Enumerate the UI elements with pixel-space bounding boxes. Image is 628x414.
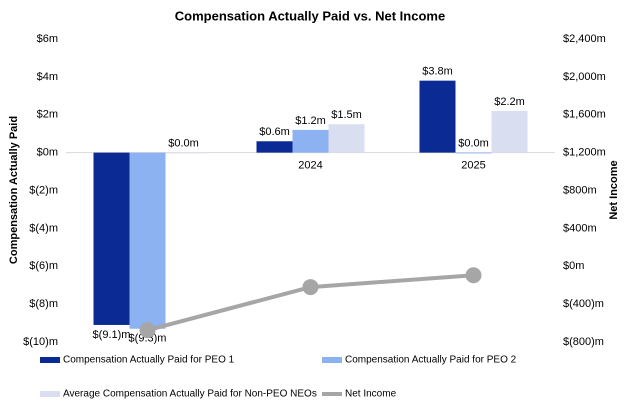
bar	[93, 152, 130, 325]
y-tick-label: $(10)m	[23, 336, 58, 348]
data-label: $0.0m	[458, 138, 489, 150]
legend-swatch	[40, 357, 60, 363]
y-tick-label: $0m	[37, 147, 58, 159]
y2-tick-label: $2,400m	[563, 33, 606, 45]
bar	[292, 129, 329, 153]
data-label: $(9.1)m	[93, 329, 131, 341]
y-tick-label: $4m	[37, 71, 58, 83]
data-label: $0.0m	[168, 138, 199, 150]
y-tick-label: $(2)m	[29, 184, 58, 196]
data-label: $(9.3)m	[129, 333, 167, 345]
y2-tick-label: $0m	[563, 260, 584, 272]
y-tick-label: $(6)m	[29, 260, 58, 272]
y2-tick-label: $1,600m	[563, 109, 606, 121]
y2-tick-label: $400m	[563, 222, 597, 234]
x-tick-label: 2025	[461, 160, 485, 172]
bar	[491, 110, 528, 153]
data-label: $2.2m	[494, 96, 525, 108]
y-tick-label: $(4)m	[29, 222, 58, 234]
bar	[129, 152, 166, 329]
y-axis-title: Compensation Actually Paid	[8, 116, 20, 264]
bar	[455, 152, 492, 154]
legend-label: Average Compensation Actually Paid for N…	[63, 389, 317, 400]
bar	[165, 152, 202, 154]
legend-swatch	[40, 391, 60, 397]
line-marker	[139, 322, 156, 339]
legend-label: Compensation Actually Paid for PEO 1	[63, 355, 235, 366]
y2-tick-label: $2,000m	[563, 71, 606, 83]
bar	[256, 141, 293, 153]
y2-tick-label: $1,200m	[563, 147, 606, 159]
data-label: $1.5m	[331, 109, 362, 121]
data-label: $0.6m	[259, 126, 290, 138]
chart-title: Compensation Actually Paid vs. Net Incom…	[175, 8, 445, 23]
bar	[328, 124, 365, 153]
line-marker	[302, 279, 319, 296]
y-tick-label: $(8)m	[29, 298, 58, 310]
data-label: $3.8m	[422, 66, 453, 78]
y-tick-label: $6m	[37, 33, 58, 45]
data-label: $1.2m	[295, 115, 326, 127]
y2-tick-label: $(800)m	[563, 336, 604, 348]
y2-tick-label: $800m	[563, 184, 597, 196]
y2-axis-title: Net Income	[608, 160, 620, 219]
y-tick-label: $2m	[37, 109, 58, 121]
bar	[419, 80, 456, 153]
legend-swatch	[322, 357, 342, 363]
x-tick-label: 2024	[298, 160, 322, 172]
y2-tick-label: $(400)m	[563, 298, 604, 310]
legend-label: Compensation Actually Paid for PEO 2	[345, 355, 517, 366]
legend-label: Net Income	[345, 389, 397, 400]
line-marker	[465, 267, 482, 284]
